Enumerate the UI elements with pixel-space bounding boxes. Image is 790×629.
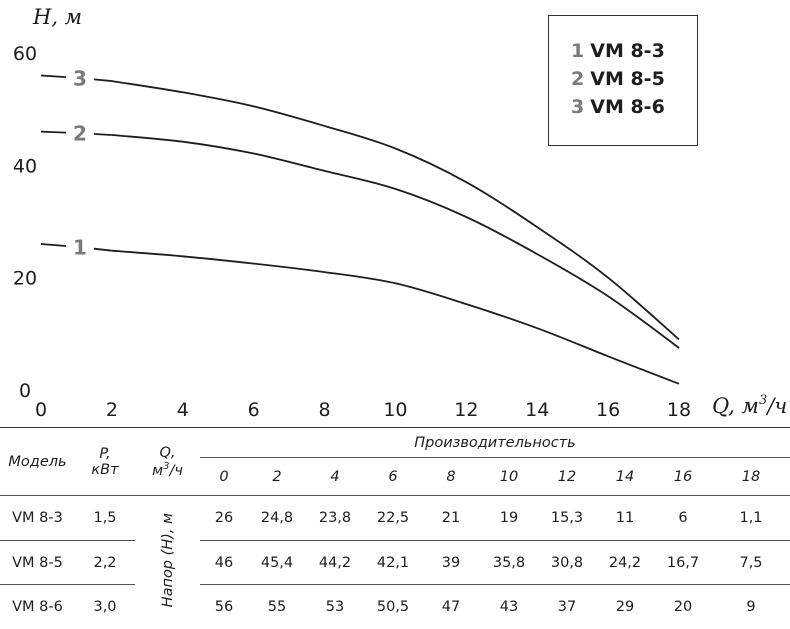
head-value-cell: 6 bbox=[654, 495, 712, 541]
head-value-cell: 39 bbox=[422, 540, 480, 585]
flow-value-cell: 16 bbox=[673, 468, 693, 485]
legend-item: 1 VM 8-3 bbox=[571, 40, 665, 62]
series-line bbox=[111, 249, 680, 385]
x-tick-label: 0 bbox=[35, 399, 47, 421]
curve-labels: 1 2 3 bbox=[73, 66, 87, 259]
head-value-cell: 35,8 bbox=[480, 540, 538, 585]
flow-value-cell: 10 bbox=[499, 468, 519, 485]
head-value-cell: 7,5 bbox=[712, 540, 790, 585]
series-line bbox=[111, 80, 680, 341]
legend: 1 VM 8-3 2 VM 8-5 3 VM 8-6 bbox=[548, 15, 698, 146]
power-cell: 3,0 bbox=[75, 584, 135, 629]
flow-value-cell: 12 bbox=[557, 468, 577, 485]
flow-value-cell: 4 bbox=[330, 468, 340, 485]
legend-item: 2 VM 8-5 bbox=[571, 68, 665, 90]
head-value-cell: 46 bbox=[200, 540, 248, 585]
table-row: VM 8-3 1,5 Напор (Н), м 26 24,8 23,8 22,5 21… bbox=[0, 495, 790, 629]
head-label-cell: Напор (Н), м bbox=[135, 495, 200, 629]
head-value-cell: 45,4 bbox=[248, 540, 306, 585]
head-value-cell: 44,2 bbox=[306, 540, 364, 585]
x-tick-label: 18 bbox=[667, 399, 691, 421]
head-value-cell: 56 bbox=[200, 584, 248, 629]
x-tick-label: 10 bbox=[383, 399, 407, 421]
head-value-cell: 26 bbox=[200, 495, 248, 541]
x-axis-ticks: 0 2 4 6 8 10 12 14 16 18 bbox=[35, 399, 691, 421]
head-value-cell: 24,8 bbox=[248, 495, 306, 541]
head-value-cell: 19 bbox=[480, 495, 538, 541]
x-axis-title: Q, м3/ч bbox=[712, 393, 787, 418]
series-leader bbox=[40, 74, 67, 79]
head-value-cell: 53 bbox=[306, 584, 364, 629]
y-axis-title: H, м bbox=[32, 5, 82, 29]
head-value-cell: 1,1 bbox=[712, 495, 790, 541]
head-value-cell: 42,1 bbox=[364, 540, 422, 585]
head-value-cell: 55 bbox=[248, 584, 306, 629]
x-tick-label: 2 bbox=[106, 399, 118, 421]
flow-value-cell: 14 bbox=[615, 468, 635, 485]
power-cell: 1,5 bbox=[75, 495, 135, 541]
model-cell: VM 8-6 bbox=[0, 584, 75, 629]
power-header: P, кВт bbox=[91, 445, 119, 478]
model-cell: VM 8-3 bbox=[0, 495, 75, 541]
curve-label: 2 bbox=[73, 121, 87, 145]
flow-value-cell: 8 bbox=[446, 468, 456, 485]
x-tick-label: 16 bbox=[596, 399, 620, 421]
flow-value-cell: 6 bbox=[388, 468, 398, 485]
series-line bbox=[111, 134, 680, 349]
series-leader bbox=[93, 78, 112, 82]
flow-values-row: 0 2 4 6 8 10 12 14 16 18 bbox=[0, 458, 790, 496]
power-cell: 2,2 bbox=[75, 540, 135, 585]
pump-curves bbox=[40, 74, 680, 385]
head-value-cell: 24,2 bbox=[596, 540, 654, 585]
head-value-cell: 20 bbox=[654, 584, 712, 629]
flow-value-cell: 18 bbox=[741, 468, 761, 485]
series-leader bbox=[40, 130, 67, 134]
flow-header: Q, м3/ч bbox=[152, 444, 183, 479]
model-cell: VM 8-5 bbox=[0, 540, 75, 585]
x-tick-label: 8 bbox=[319, 399, 331, 421]
y-axis-ticks: 0 20 40 60 bbox=[13, 43, 37, 402]
flow-value-cell: 0 bbox=[219, 468, 229, 485]
x-tick-label: 12 bbox=[454, 399, 478, 421]
y-tick-label: 20 bbox=[13, 268, 37, 290]
head-value-cell: 43 bbox=[480, 584, 538, 629]
head-value-cell: 9 bbox=[712, 584, 790, 629]
head-value-cell: 11 bbox=[596, 495, 654, 541]
head-value-cell: 23,8 bbox=[306, 495, 364, 541]
head-value-cell: 15,3 bbox=[538, 495, 596, 541]
head-value-cell: 21 bbox=[422, 495, 480, 541]
x-tick-label: 4 bbox=[177, 399, 189, 421]
table-row: VM 8-5 2,2 46 45,4 44,2 42,1 39 35,8 30,8 24,2 1… bbox=[0, 540, 790, 585]
y-tick-label: 40 bbox=[13, 155, 37, 177]
model-header: Модель bbox=[8, 453, 67, 470]
series-leader bbox=[93, 133, 112, 136]
head-value-cell: 37 bbox=[538, 584, 596, 629]
head-value-cell: 47 bbox=[422, 584, 480, 629]
y-tick-label: 0 bbox=[19, 380, 31, 402]
y-tick-label: 60 bbox=[13, 43, 37, 65]
curve-label: 3 bbox=[73, 66, 87, 90]
series-leader bbox=[40, 243, 67, 247]
performance-header: Производительность bbox=[200, 427, 790, 458]
head-value-cell: 30,8 bbox=[538, 540, 596, 585]
head-value-cell: 29 bbox=[596, 584, 654, 629]
table-row: VM 8-6 3,0 56 55 53 50,5 47 43 37 29 20 9 bbox=[0, 584, 790, 629]
x-tick-label: 14 bbox=[525, 399, 549, 421]
head-value-cell: 16,7 bbox=[654, 540, 712, 585]
flow-value-cell: 2 bbox=[272, 468, 282, 485]
curve-label: 1 bbox=[73, 235, 87, 259]
legend-item: 3 VM 8-6 bbox=[571, 96, 665, 118]
series-leader bbox=[93, 247, 112, 252]
head-value-cell: 22,5 bbox=[364, 495, 422, 541]
head-value-cell: 50,5 bbox=[364, 584, 422, 629]
x-tick-label: 6 bbox=[248, 399, 260, 421]
performance-table: Модель P, кВт Q, м3/ч Производительность 0… bbox=[0, 427, 790, 629]
